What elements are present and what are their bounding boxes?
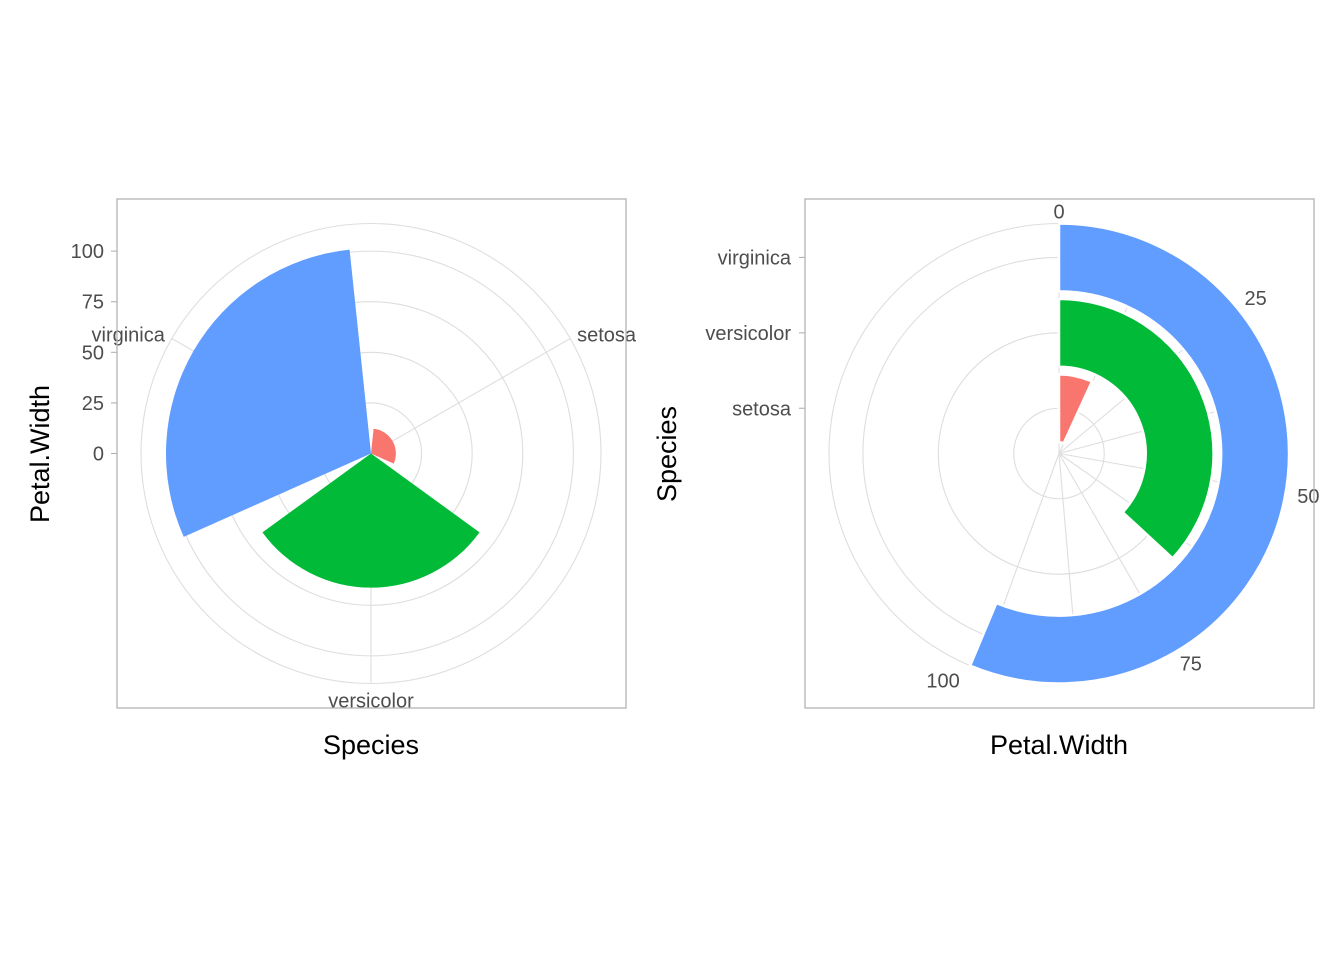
left-y-tick-label: 100	[71, 241, 104, 263]
left-bars	[166, 249, 480, 588]
right-bar-virginica	[968, 222, 1291, 685]
left-y-axis-title: Petal.Width	[25, 385, 55, 523]
left-bar-setosa	[371, 428, 396, 464]
right-species-tick-label-virginica: virginica	[718, 247, 792, 269]
left-category-label-virginica: virginica	[92, 325, 166, 347]
right-bar-setosa	[1057, 373, 1094, 445]
left-y-tick-label: 25	[82, 393, 104, 415]
left-x-axis-title: Species	[323, 730, 419, 760]
left-grid-spoke	[370, 338, 571, 454]
left-y-tick-label: 50	[82, 342, 104, 364]
left-category-label-versicolor: versicolor	[328, 691, 414, 713]
right-bar-versicolor	[1057, 297, 1215, 561]
right-theta-tick-label: 0	[1053, 202, 1064, 224]
right-theta-tick-label: 25	[1244, 288, 1266, 310]
right-theta-tick-label: 75	[1180, 653, 1202, 675]
right-polar-bar-chart: 0 25 50 75 100 setosa versicolor virginica Pet…	[652, 198, 1320, 760]
right-x-axis-title: Petal.Width	[990, 730, 1128, 760]
right-theta-tick-label: 50	[1297, 486, 1319, 508]
left-polar-bar-chart: setosa versicolor virginica 0 25 50 75 100 Spe…	[25, 198, 637, 760]
left-bar-versicolor	[262, 453, 480, 588]
left-y-tick-label: 75	[82, 292, 104, 314]
right-theta-tick-label: 100	[926, 671, 959, 693]
right-panel-border	[804, 198, 1315, 709]
right-species-tick-label-setosa: setosa	[732, 398, 792, 420]
right-y-axis-title: Species	[652, 406, 682, 502]
right-species-axis-ticks: setosa versicolor virginica	[705, 247, 805, 420]
left-category-labels: setosa versicolor virginica	[92, 325, 637, 713]
left-bar-virginica	[166, 249, 371, 537]
right-bars	[968, 222, 1291, 685]
left-y-tick-label: 0	[93, 444, 104, 466]
right-species-tick-label-versicolor: versicolor	[705, 323, 791, 345]
left-y-axis-ticks: 0 25 50 75 100	[71, 241, 117, 466]
left-category-label-setosa: setosa	[577, 325, 637, 347]
